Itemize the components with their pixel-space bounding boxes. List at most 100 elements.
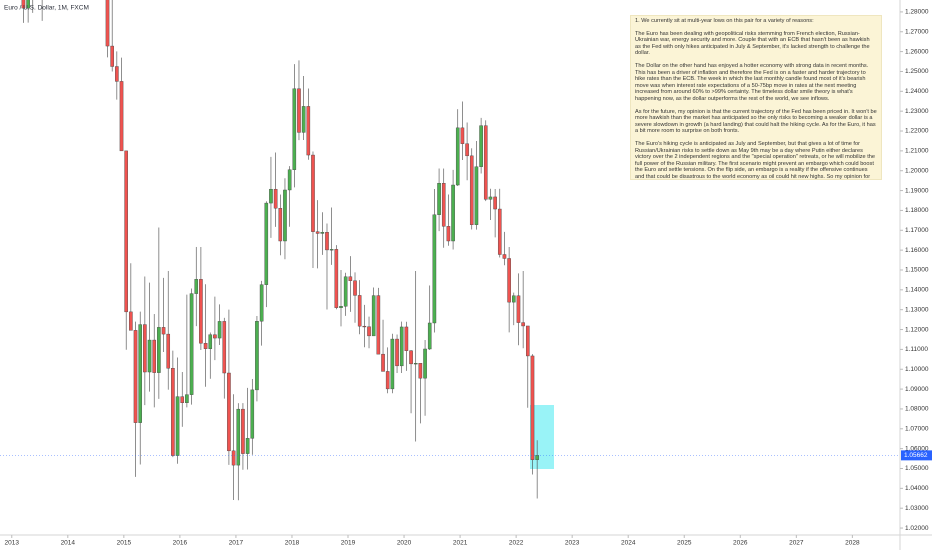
annotation-paragraph: 1. We currently sit at multi-year lows o… bbox=[635, 18, 814, 24]
candle-body bbox=[115, 66, 119, 82]
candle-body bbox=[273, 188, 278, 209]
candle-body bbox=[311, 154, 315, 232]
candle-body bbox=[269, 188, 273, 204]
candle-body bbox=[488, 196, 493, 200]
candle-body bbox=[409, 350, 413, 365]
candle-body bbox=[250, 389, 255, 439]
candle-body bbox=[334, 249, 339, 308]
candle-body bbox=[413, 363, 418, 365]
candle-body bbox=[390, 338, 395, 390]
candle-body bbox=[460, 127, 465, 144]
candle-body bbox=[507, 258, 511, 303]
candle-body bbox=[343, 276, 348, 307]
candle-body bbox=[493, 196, 497, 210]
candle-body bbox=[404, 326, 409, 351]
candle-body bbox=[292, 88, 297, 170]
y-tick-label: 1.10000 bbox=[905, 366, 929, 373]
annotation-paragraph: As for the future, my opinion is that th… bbox=[635, 108, 877, 135]
x-tick-label: 2023 bbox=[565, 540, 580, 547]
x-tick-label: 2028 bbox=[845, 540, 860, 547]
candle-body bbox=[152, 339, 157, 373]
candle-body bbox=[418, 363, 423, 379]
candle-body bbox=[185, 394, 189, 403]
y-tick-label: 1.28000 bbox=[905, 9, 929, 16]
candle-body bbox=[521, 322, 525, 327]
x-tick-label: 2027 bbox=[789, 540, 804, 547]
candle-body bbox=[399, 326, 404, 367]
x-tick-label: 2025 bbox=[677, 540, 692, 547]
y-tick-label: 1.16000 bbox=[905, 247, 929, 254]
x-tick-label: 2018 bbox=[285, 540, 300, 547]
y-tick-label: 1.23000 bbox=[905, 108, 929, 115]
y-tick-label: 1.20000 bbox=[905, 167, 929, 174]
candle-body bbox=[497, 208, 502, 255]
candle-body bbox=[339, 306, 343, 308]
candle-body bbox=[427, 322, 432, 350]
y-tick-label: 1.05000 bbox=[905, 465, 929, 472]
candle-body bbox=[511, 295, 516, 303]
y-tick-label: 1.24000 bbox=[905, 88, 929, 95]
candle-body bbox=[208, 334, 213, 349]
x-tick-label: 2026 bbox=[733, 540, 748, 547]
candle-body bbox=[353, 280, 357, 296]
candle-body bbox=[479, 125, 483, 167]
candle-body bbox=[483, 125, 488, 200]
y-tick-label: 1.03000 bbox=[905, 505, 929, 512]
candle-body bbox=[385, 371, 390, 390]
x-tick-label: 2017 bbox=[229, 540, 244, 547]
y-tick-label: 1.18000 bbox=[905, 207, 929, 214]
y-tick-label: 1.17000 bbox=[905, 227, 929, 234]
annotation-box: 1. We currently sit at multi-year lows o… bbox=[630, 15, 882, 180]
last-price-tag bbox=[901, 450, 932, 461]
candle-body bbox=[264, 202, 269, 285]
candle-body bbox=[129, 311, 133, 331]
y-tick-label: 1.25000 bbox=[905, 68, 929, 75]
y-tick-label: 1.26000 bbox=[905, 48, 929, 55]
y-tick-label: 1.27000 bbox=[905, 28, 929, 35]
candle-body bbox=[437, 183, 441, 215]
candle-body bbox=[465, 143, 469, 157]
candle-body bbox=[348, 276, 353, 281]
y-tick-label: 1.11000 bbox=[905, 346, 928, 353]
x-tick-label: 2021 bbox=[453, 540, 468, 547]
candle-body bbox=[180, 396, 185, 403]
candle-body bbox=[26, 0, 30, 9]
candle-body bbox=[231, 450, 236, 466]
candle-body bbox=[469, 155, 474, 225]
candle-body bbox=[189, 293, 194, 395]
candle-body bbox=[259, 284, 264, 322]
candle-body bbox=[213, 334, 217, 339]
y-tick-label: 1.07000 bbox=[905, 426, 929, 433]
candles bbox=[21, 0, 539, 501]
candle-body bbox=[362, 325, 367, 328]
x-tick-label: 2016 bbox=[173, 540, 188, 547]
candle-body bbox=[199, 279, 203, 344]
candle-body bbox=[133, 330, 138, 423]
candle-body bbox=[255, 320, 259, 391]
candle-body bbox=[143, 324, 147, 373]
candle-body bbox=[161, 327, 166, 335]
candle-body bbox=[287, 169, 292, 191]
candle-body bbox=[241, 408, 245, 454]
candle-body bbox=[110, 45, 114, 67]
candle-body bbox=[138, 324, 142, 423]
y-tick-label: 1.15000 bbox=[905, 267, 929, 274]
y-tick-label: 1.02000 bbox=[905, 525, 929, 532]
candle-body bbox=[301, 106, 306, 133]
y-tick-label: 1.12000 bbox=[905, 326, 929, 333]
candle-body bbox=[236, 408, 241, 466]
y-tick-label: 1.06000 bbox=[905, 445, 929, 452]
candle-body bbox=[446, 226, 451, 242]
candle-body bbox=[297, 88, 301, 133]
candle-body bbox=[227, 372, 231, 452]
x-tick-label: 2024 bbox=[621, 540, 636, 547]
x-tick-label: 2020 bbox=[397, 540, 412, 547]
candle-body bbox=[105, 0, 110, 47]
candle-body bbox=[432, 214, 437, 324]
candle-body bbox=[320, 232, 325, 234]
y-tick-label: 1.13000 bbox=[905, 306, 929, 313]
x-tick-label: 2022 bbox=[509, 540, 524, 547]
y-tick-label: 1.22000 bbox=[905, 128, 929, 135]
